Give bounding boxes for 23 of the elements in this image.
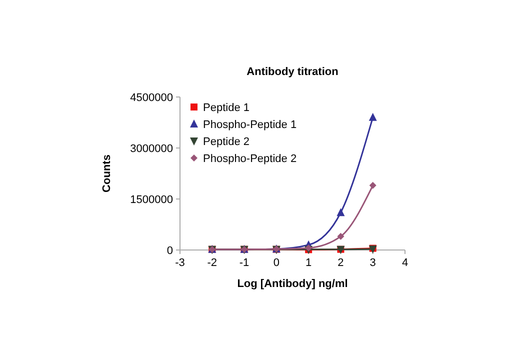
x-axis-title: Log [Antibody] ng/ml [237,278,348,290]
y-axis-title: Counts [101,154,113,192]
x-tick-label: 4 [402,257,408,269]
x-tick-label: 0 [273,257,280,269]
legend-label: Phospho-Peptide 2 [203,152,297,165]
legend-label: Phospho-Peptide 1 [203,118,297,131]
x-tick-label: -3 [175,257,185,269]
y-tick-label: 3000000 [130,142,173,155]
point [368,112,377,121]
chart-title: Antibody titration [246,66,339,78]
x-tick-label: 2 [338,257,344,269]
legend-label: Peptide 2 [203,136,250,148]
x-tick-label: 3 [370,257,376,269]
point [336,208,345,216]
x-tick-label: -1 [239,257,250,269]
y-tick-label: 4500000 [130,92,173,104]
y-tick-label: 0 [166,244,173,257]
point [337,232,344,240]
y-tick-label: 1500000 [130,194,173,206]
x-tick-label: 1 [306,257,312,269]
legend-label: Peptide 1 [203,102,250,114]
point [369,182,376,189]
x-tick-label: -2 [207,257,218,269]
